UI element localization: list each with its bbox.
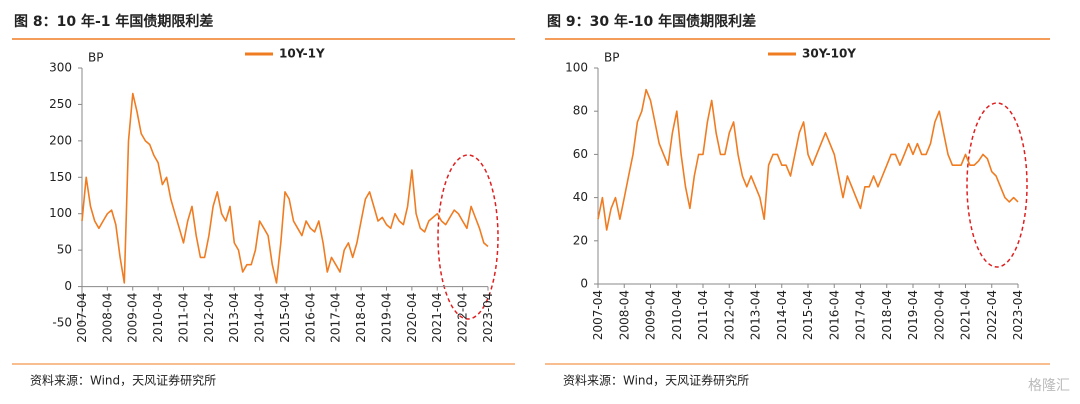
x-tick-label: 2019-04 <box>380 293 394 343</box>
chart-title: 图 9：30 年-10 年国债期限利差 <box>547 13 756 30</box>
x-tick-label: 2018-04 <box>354 293 368 343</box>
y-tick-label: 20 <box>573 233 588 247</box>
y-unit-label: BP <box>88 51 103 65</box>
x-tick-label: 2008-04 <box>100 293 114 343</box>
data-line <box>597 88 1019 231</box>
x-tick-label: 2014-04 <box>253 293 267 343</box>
x-tick-label: 2021-04 <box>430 293 444 343</box>
y-tick-label: 100 <box>565 61 588 75</box>
chart-title: 图 8：10 年-1 年国债期限利差 <box>14 13 213 30</box>
y-tick-label: 150 <box>49 170 72 184</box>
y-tick-label: 0 <box>64 279 72 293</box>
y-tick-label: -50 <box>52 316 72 330</box>
x-tick-label: 2007-04 <box>75 293 89 343</box>
y-tick-label: 300 <box>49 61 72 75</box>
x-tick-label: 2020-04 <box>405 293 419 343</box>
x-tick-label: 2008-04 <box>617 290 631 340</box>
data-line <box>81 92 489 284</box>
x-tick-label: 2009-04 <box>644 290 658 340</box>
x-tick-label: 2009-04 <box>126 293 140 343</box>
x-tick-label: 2016-04 <box>303 293 317 343</box>
x-tick-label: 2007-04 <box>591 290 605 340</box>
y-tick-label: 250 <box>49 97 72 111</box>
x-tick-label: 2012-04 <box>722 290 736 340</box>
x-tick-label: 2019-04 <box>906 290 920 340</box>
x-tick-label: 2015-04 <box>801 290 815 340</box>
x-tick-label: 2010-04 <box>670 290 684 340</box>
x-tick-label: 2011-04 <box>177 293 191 343</box>
x-tick-label: 2015-04 <box>278 293 292 343</box>
x-tick-label: 2013-04 <box>749 290 763 340</box>
legend-label: 30Y-10Y <box>802 47 856 61</box>
x-tick-label: 2017-04 <box>854 290 868 340</box>
x-tick-label: 2013-04 <box>227 293 241 343</box>
x-tick-label: 2022-04 <box>985 290 999 340</box>
x-tick-label: 2014-04 <box>775 290 789 340</box>
x-tick-label: 2023-04 <box>1011 290 1025 340</box>
x-tick-label: 2020-04 <box>932 290 946 340</box>
watermark: 格隆汇 <box>1028 378 1070 394</box>
y-tick-label: 0 <box>580 277 588 291</box>
x-tick-label: 2010-04 <box>151 293 165 343</box>
x-tick-label: 2023-04 <box>481 293 495 343</box>
y-tick-label: 50 <box>57 243 72 257</box>
y-unit-label: BP <box>604 51 619 65</box>
x-tick-label: 2022-04 <box>456 293 470 343</box>
x-tick-label: 2021-04 <box>959 290 973 340</box>
y-tick-label: 200 <box>49 133 72 147</box>
x-tick-label: 2012-04 <box>202 293 216 343</box>
x-tick-label: 2016-04 <box>827 290 841 340</box>
source-note: 资料来源：Wind，天风证券研究所 <box>30 373 216 388</box>
legend-label: 10Y-1Y <box>279 47 325 61</box>
y-tick-label: 100 <box>49 206 72 220</box>
highlight-ellipse <box>437 154 499 320</box>
x-tick-label: 2018-04 <box>880 290 894 340</box>
source-note: 资料来源：Wind，天风证券研究所 <box>563 373 749 388</box>
x-tick-label: 2017-04 <box>329 293 343 343</box>
y-tick-label: 80 <box>573 104 588 118</box>
x-tick-label: 2011-04 <box>696 290 710 340</box>
y-tick-label: 40 <box>573 190 588 204</box>
y-tick-label: 60 <box>573 147 588 161</box>
highlight-ellipse <box>966 102 1028 268</box>
